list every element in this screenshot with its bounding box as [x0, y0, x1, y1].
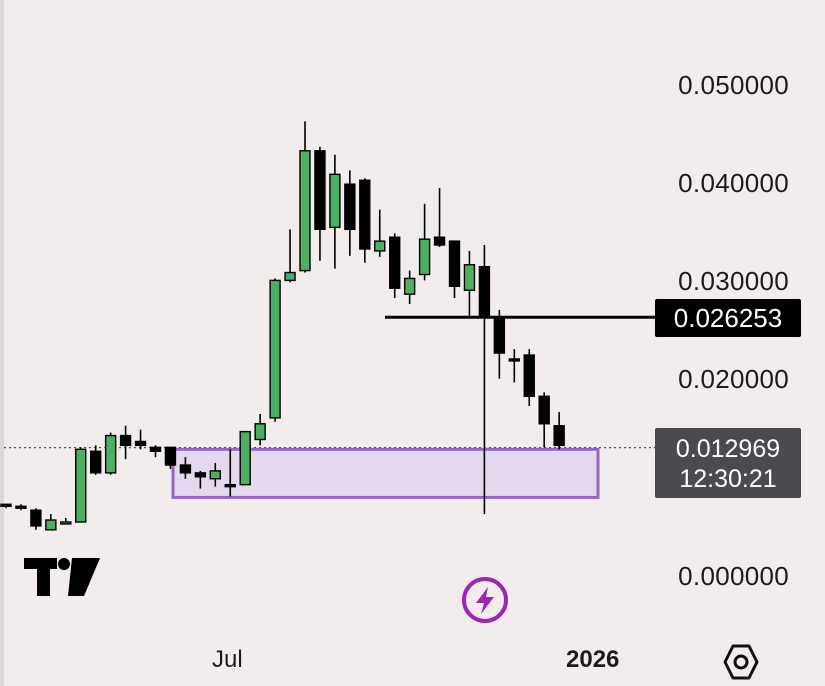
current-price-value: 0.012969: [675, 435, 781, 463]
candle-body: [523, 354, 535, 397]
candle-body: [508, 358, 520, 362]
candle-body: [478, 265, 491, 319]
candle-body: [433, 236, 446, 246]
candle-body: [60, 521, 72, 525]
candle-body: [89, 450, 102, 474]
x-tick-label: Jul: [212, 646, 243, 673]
candle-body: [179, 464, 192, 474]
candle-body: [30, 509, 42, 527]
y-tick-label: 0.000000: [678, 561, 789, 591]
bar-countdown: 12:30:21: [679, 465, 777, 493]
candle-body: [359, 179, 371, 250]
candle-body: [239, 430, 251, 486]
candle-body: [134, 440, 147, 447]
candle-body: [15, 505, 27, 509]
candle-body: [389, 236, 401, 289]
candle-body: [194, 472, 207, 478]
tradingview-logo[interactable]: [24, 558, 100, 598]
candle-body: [299, 150, 311, 272]
candle-body: [448, 240, 461, 287]
candle-body: [0, 503, 12, 507]
candle-body: [418, 238, 431, 276]
candle-body: [314, 150, 326, 231]
candle-body: [493, 317, 506, 354]
candle-body: [209, 470, 222, 480]
line-price-label: 0.026253: [655, 299, 801, 337]
lightning-icon[interactable]: [461, 576, 509, 624]
support-zone: [171, 447, 600, 499]
candle-body: [538, 395, 550, 425]
candle-body: [344, 183, 356, 231]
candle-body: [403, 277, 416, 295]
candle-body: [45, 519, 57, 531]
candle-body: [119, 434, 132, 447]
candle-body: [75, 448, 87, 523]
y-tick-label: 0.020000: [678, 364, 789, 394]
y-tick-label: 0.030000: [678, 266, 789, 296]
x-tick-label: 2026: [566, 646, 620, 673]
candle-body: [284, 271, 296, 282]
candle-body: [269, 279, 281, 419]
candle-body: [329, 173, 341, 229]
candle-body: [374, 240, 386, 252]
y-tick-label: 0.050000: [678, 70, 789, 100]
candle-body: [104, 434, 117, 474]
candle-body: [149, 446, 162, 452]
candle-body: [164, 446, 177, 466]
y-tick-label: 0.040000: [678, 168, 789, 198]
chart-left-border: [0, 0, 4, 686]
settings-icon[interactable]: [722, 643, 760, 681]
current-price-label: 0.012969 12:30:21: [655, 428, 801, 498]
candle-body: [463, 263, 476, 291]
candle-body: [224, 483, 236, 488]
candle-body: [553, 425, 565, 447]
candle-body: [254, 423, 266, 441]
